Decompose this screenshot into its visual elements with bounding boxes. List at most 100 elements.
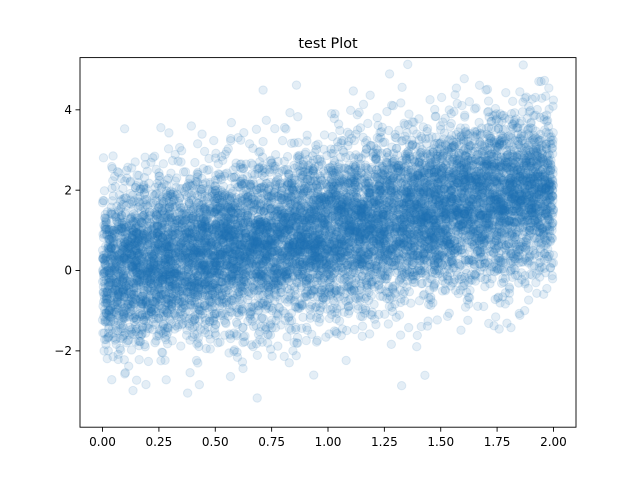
scatter-point — [305, 175, 315, 186]
scatter-point — [389, 253, 399, 263]
scatter-point — [500, 288, 511, 298]
scatter-point — [177, 319, 187, 330]
scatter-point — [417, 215, 428, 226]
scatter-point — [390, 190, 400, 201]
scatter-point — [384, 201, 394, 211]
scatter-point — [204, 295, 214, 306]
scatter-point — [357, 208, 367, 218]
scatter-point — [543, 121, 554, 132]
scatter-point — [321, 262, 331, 272]
scatter-point — [161, 375, 171, 385]
scatter-point — [477, 188, 488, 198]
chart-title: test Plot — [298, 36, 358, 52]
scatter-point — [180, 313, 190, 323]
scatter-point — [384, 69, 395, 79]
scatter-point — [303, 244, 314, 255]
scatter-point — [396, 381, 407, 391]
scatter-point — [280, 220, 291, 231]
scatter-point — [162, 274, 172, 285]
scatter-point — [472, 181, 482, 191]
scatter-point — [238, 322, 248, 333]
scatter-point — [142, 166, 152, 176]
scatter-point — [505, 178, 515, 188]
scatter-point — [314, 260, 324, 271]
scatter-point — [123, 242, 133, 252]
scatter-point — [431, 187, 441, 197]
scatter-point — [439, 210, 449, 220]
scatter-point — [451, 206, 461, 217]
scatter-point — [300, 149, 310, 159]
scatter-point — [308, 155, 318, 166]
scatter-point — [226, 117, 237, 128]
scatter-point — [301, 225, 312, 235]
scatter-point — [225, 371, 236, 382]
scatter-point — [155, 308, 165, 319]
scatter-point — [471, 103, 481, 113]
scatter-point — [430, 239, 440, 250]
scatter-point — [385, 263, 396, 273]
scatter-point — [506, 322, 516, 333]
scatter-point — [291, 80, 302, 90]
scatter-point — [406, 298, 416, 308]
scatter-point — [185, 367, 195, 378]
scatter-point — [199, 146, 210, 157]
scatter-point — [149, 275, 160, 285]
scatter-point — [310, 214, 321, 225]
scatter-point — [104, 273, 115, 284]
scatter-point — [262, 222, 272, 232]
scatter-point — [247, 269, 257, 279]
scatter-point — [227, 228, 237, 239]
scatter-point — [433, 254, 443, 265]
scatter-point — [518, 211, 528, 222]
scatter-point — [139, 312, 150, 323]
scatter-point — [424, 285, 435, 295]
scatter-point — [257, 220, 267, 230]
scatter-point — [492, 227, 502, 237]
scatter-point — [349, 191, 359, 202]
scatter-point — [506, 194, 517, 204]
scatter-point — [410, 220, 420, 230]
scatter-point — [186, 121, 197, 131]
scatter-point — [377, 213, 388, 223]
scatter-point — [509, 194, 519, 205]
scatter-point — [138, 218, 148, 229]
scatter-point — [424, 235, 435, 246]
scatter-point — [141, 230, 152, 240]
scatter-point — [524, 252, 534, 263]
scatter-point — [528, 207, 538, 218]
scatter-point — [464, 172, 474, 182]
scatter-point — [270, 123, 280, 134]
scatter-point — [99, 250, 110, 260]
scatter-point — [376, 185, 386, 195]
scatter-point — [131, 375, 142, 385]
scatter-point — [109, 307, 119, 318]
scatter-points — [97, 59, 559, 403]
scatter-point — [358, 203, 369, 213]
scatter-point — [126, 239, 137, 250]
scatter-point — [421, 215, 432, 226]
scatter-point — [352, 110, 363, 120]
scatter-point — [406, 183, 417, 193]
scatter-point — [195, 204, 205, 214]
scatter-point — [507, 96, 518, 107]
scatter-point — [434, 174, 444, 184]
scatter-point — [302, 244, 313, 255]
scatter-point — [358, 99, 369, 110]
scatter-point — [518, 60, 528, 70]
scatter-point — [420, 370, 430, 380]
scatter-point — [457, 181, 468, 191]
scatter-point — [504, 156, 514, 167]
scatter-point — [356, 207, 366, 218]
scatter-point — [197, 264, 207, 274]
scatter-point — [178, 251, 188, 261]
scatter-point — [516, 143, 526, 153]
scatter-point — [428, 215, 439, 225]
scatter-point — [99, 229, 109, 239]
scatter-point — [379, 238, 389, 248]
scatter-point — [484, 181, 494, 191]
scatter-point — [181, 183, 191, 193]
scatter-point — [256, 321, 266, 332]
scatter-point — [107, 375, 117, 385]
scatter-point — [537, 93, 547, 103]
